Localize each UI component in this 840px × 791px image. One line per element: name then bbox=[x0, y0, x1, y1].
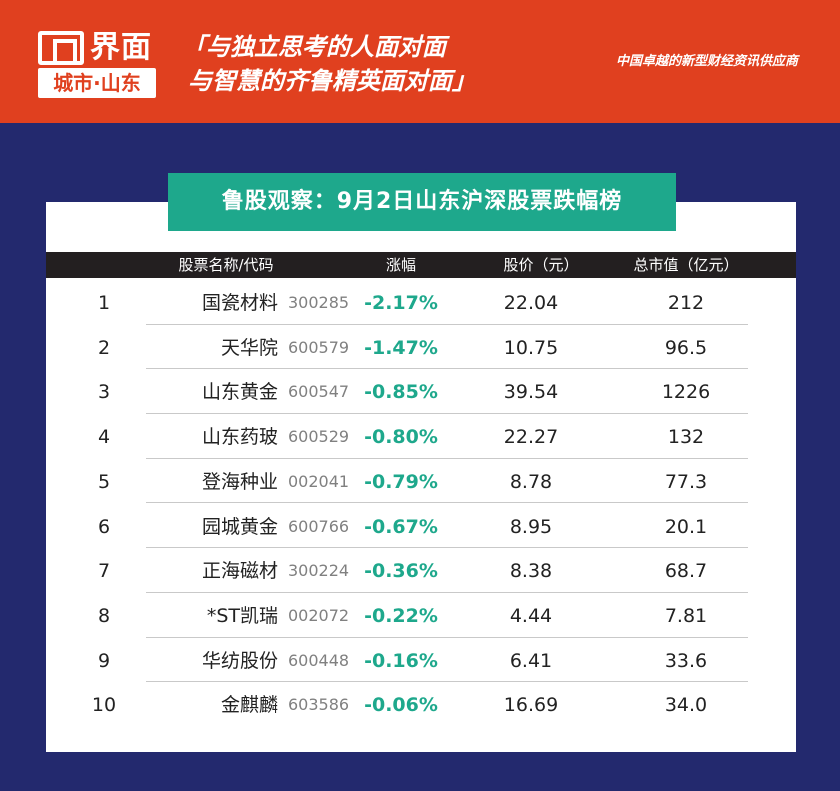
header-name-code: 股票名称/代码 bbox=[178, 256, 274, 274]
table-row: 8 *ST凯瑞 002072 -0.22% 4.44 7.81 bbox=[46, 593, 796, 638]
stock-name: *ST凯瑞 bbox=[206, 604, 278, 627]
stock-code: 002041 bbox=[288, 471, 350, 491]
market-cap: 68.7 bbox=[664, 560, 708, 583]
market-cap: 212 bbox=[667, 292, 705, 314]
header-market-cap: 总市值（亿元） bbox=[633, 256, 739, 274]
change-percent: -0.22% bbox=[364, 604, 438, 627]
rank: 7 bbox=[97, 560, 111, 583]
row-divider bbox=[146, 368, 748, 370]
table-row: 4 山东药玻 600529 -0.80% 22.27 132 bbox=[46, 414, 796, 459]
table-row: 2 天华院 600579 -1.47% 10.75 96.5 bbox=[46, 325, 796, 370]
row-divider bbox=[146, 636, 748, 638]
market-cap: 77.3 bbox=[664, 470, 708, 493]
rank: 9 bbox=[97, 649, 111, 672]
stock-code: 600547 bbox=[288, 382, 350, 402]
change-percent: -0.06% bbox=[364, 694, 438, 717]
table-row: 10 金麒麟 603586 -0.06% 16.69 34.0 bbox=[46, 682, 796, 727]
price: 6.41 bbox=[509, 649, 553, 672]
stock-code: 300285 bbox=[288, 293, 350, 312]
stock-name: 天华院 bbox=[220, 336, 278, 359]
price: 4.44 bbox=[509, 604, 553, 627]
stock-code: 600448 bbox=[288, 650, 350, 670]
market-cap: 34.0 bbox=[664, 694, 708, 717]
table-card bbox=[46, 202, 796, 752]
price: 22.04 bbox=[503, 292, 559, 314]
stock-code: 300224 bbox=[288, 561, 350, 581]
price: 16.69 bbox=[503, 694, 559, 717]
rank: 5 bbox=[97, 470, 111, 493]
header-change: 涨幅 bbox=[385, 256, 416, 274]
change-percent: -1.47% bbox=[364, 336, 438, 359]
row-divider bbox=[146, 547, 748, 549]
stock-code: 603586 bbox=[288, 695, 350, 715]
price: 8.38 bbox=[509, 560, 553, 583]
change-percent: -2.17% bbox=[364, 292, 438, 314]
slogan-line-2: 与智慧的齐鲁精英面对面」 bbox=[188, 67, 476, 95]
market-cap: 33.6 bbox=[664, 649, 708, 672]
table-row: 6 园城黄金 600766 -0.67% 8.95 20.1 bbox=[46, 504, 796, 549]
logo-text: 界面 bbox=[90, 30, 152, 65]
row-divider bbox=[146, 413, 748, 415]
price: 39.54 bbox=[503, 381, 559, 404]
price: 8.78 bbox=[509, 470, 553, 493]
header-price: 股价（元） bbox=[503, 256, 579, 274]
price: 10.75 bbox=[503, 336, 559, 359]
market-cap: 1226 bbox=[661, 381, 711, 404]
table-header: 股票名称/代码 涨幅 股价（元） 总市值（亿元） bbox=[46, 252, 796, 278]
rank: 3 bbox=[97, 381, 111, 404]
logo-subtitle: 城市·山东 bbox=[38, 68, 156, 98]
jiemian-logo: 界面 bbox=[38, 28, 156, 68]
stock-name: 正海磁材 bbox=[201, 560, 278, 583]
logo-mark-icon bbox=[38, 31, 84, 65]
tagline: 中国卓越的新型财经资讯供应商 bbox=[615, 54, 798, 69]
row-divider bbox=[146, 681, 748, 683]
market-cap: 7.81 bbox=[664, 604, 708, 627]
stock-name: 国瓷材料 bbox=[201, 292, 278, 314]
table-row: 1 国瓷材料 300285 -2.17% 22.04 212 bbox=[46, 280, 796, 325]
change-percent: -0.80% bbox=[364, 426, 438, 449]
rank: 6 bbox=[97, 515, 111, 538]
rank: 8 bbox=[97, 604, 111, 627]
market-cap: 132 bbox=[667, 426, 705, 449]
stock-name: 登海种业 bbox=[201, 470, 278, 493]
change-percent: -0.79% bbox=[364, 470, 438, 493]
header-banner: 界面 城市·山东 「与独立思考的人面对面 与智慧的齐鲁精英面对面」 中国卓越的新… bbox=[0, 0, 840, 123]
stock-code: 600529 bbox=[288, 427, 350, 447]
row-divider bbox=[146, 591, 748, 593]
slogan-line-1: 「与独立思考的人面对面 bbox=[182, 33, 446, 61]
market-cap: 20.1 bbox=[664, 515, 708, 538]
stock-name: 金麒麟 bbox=[220, 694, 278, 717]
page-title: 鲁股观察：9月2日山东沪深股票跌幅榜 bbox=[168, 173, 676, 231]
price: 22.27 bbox=[503, 426, 559, 449]
row-divider bbox=[146, 457, 748, 459]
stock-code: 600579 bbox=[288, 337, 350, 357]
table-row: 3 山东黄金 600547 -0.85% 39.54 1226 bbox=[46, 369, 796, 415]
price: 8.95 bbox=[509, 515, 553, 538]
slogan: 「与独立思考的人面对面 与智慧的齐鲁精英面对面」 bbox=[182, 30, 476, 98]
change-percent: -0.36% bbox=[364, 560, 438, 583]
rank: 1 bbox=[97, 292, 111, 314]
table-row: 5 登海种业 002041 -0.79% 8.78 77.3 bbox=[46, 459, 796, 504]
stock-code: 002072 bbox=[288, 605, 350, 625]
market-cap: 96.5 bbox=[664, 336, 708, 359]
row-divider bbox=[146, 323, 748, 325]
rank: 2 bbox=[97, 336, 111, 359]
row-divider bbox=[146, 502, 748, 504]
table-row: 9 华纺股份 600448 -0.16% 6.41 33.6 bbox=[46, 638, 796, 683]
change-percent: -0.67% bbox=[364, 515, 438, 538]
change-percent: -0.16% bbox=[364, 649, 438, 672]
stock-name: 山东黄金 bbox=[201, 381, 278, 404]
rank: 10 bbox=[91, 694, 117, 717]
stock-code: 600766 bbox=[288, 516, 350, 536]
stock-name: 山东药玻 bbox=[201, 426, 278, 449]
table-row: 7 正海磁材 300224 -0.36% 8.38 68.7 bbox=[46, 548, 796, 593]
stock-name: 华纺股份 bbox=[201, 649, 278, 672]
rank: 4 bbox=[97, 426, 111, 449]
stock-name: 园城黄金 bbox=[201, 515, 278, 538]
change-percent: -0.85% bbox=[364, 381, 438, 404]
